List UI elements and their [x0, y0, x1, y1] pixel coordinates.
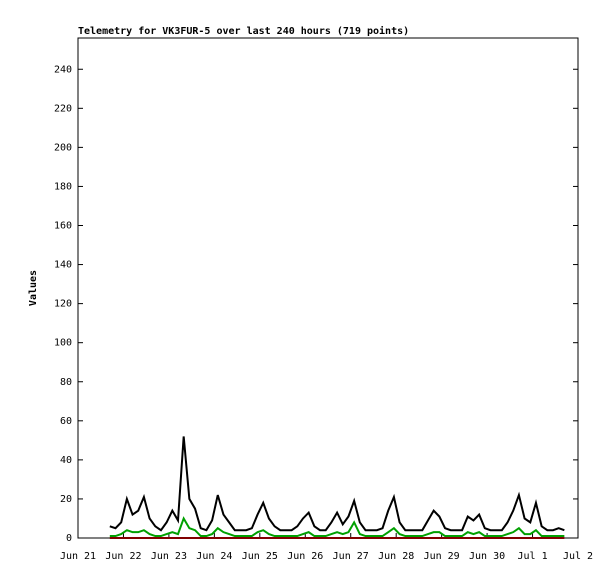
x-tick-label: Jul 1: [517, 551, 547, 562]
x-tick-label: Jun 30: [469, 551, 505, 562]
y-tick-label: 160: [54, 221, 72, 232]
series-line: [109, 436, 565, 532]
y-tick-label: 220: [54, 103, 72, 114]
x-tick-label: Jun 28: [378, 551, 414, 562]
x-tick-label: Jun 21: [60, 551, 96, 562]
y-tick-label: 120: [54, 299, 72, 310]
y-tick-label: 40: [60, 455, 72, 466]
plot-frame: [77, 37, 579, 539]
series-line: [109, 516, 565, 538]
x-tick-label: Jun 25: [242, 551, 278, 562]
y-tick-label: 240: [54, 64, 72, 75]
y-tick-label: 60: [60, 416, 72, 427]
x-tick-label: Jul 2: [563, 551, 593, 562]
y-tick-label: 100: [54, 338, 72, 349]
x-tick-label: Jun 29: [424, 551, 460, 562]
y-tick-label: 180: [54, 181, 72, 192]
y-axis-label: Values: [28, 270, 39, 306]
x-tick-label: Jun 22: [105, 551, 141, 562]
y-tick-label: 80: [60, 377, 72, 388]
chart-title: Telemetry for VK3FUR-5 over last 240 hou…: [78, 25, 409, 37]
y-tick-label: 200: [54, 142, 72, 153]
x-tick-label: Jun 24: [196, 551, 232, 562]
x-tick-label: Jun 26: [287, 551, 323, 562]
y-tick-label: 20: [60, 494, 72, 505]
y-tick-label: 140: [54, 260, 72, 271]
x-tick-label: Jun 27: [333, 551, 369, 562]
x-tick-label: Jun 23: [151, 551, 187, 562]
y-tick-label: 0: [66, 533, 72, 544]
